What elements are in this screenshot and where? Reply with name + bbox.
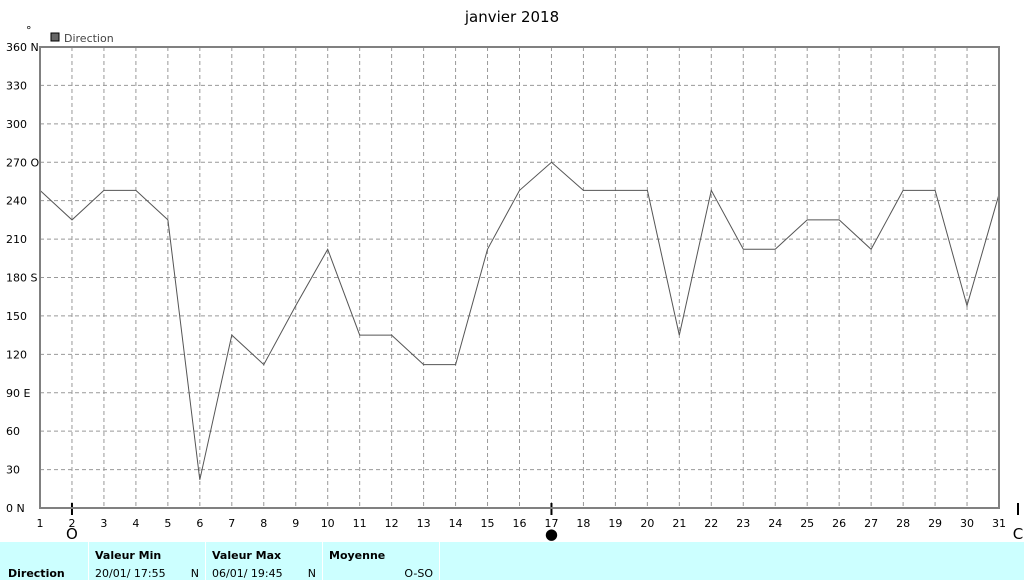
x-tick-label: 19: [608, 517, 622, 530]
x-tick-label: 21: [672, 517, 686, 530]
stats-max-unit: N: [307, 567, 316, 580]
x-tick-label: 10: [321, 517, 335, 530]
grid: [39, 46, 1000, 509]
legend: Direction: [50, 32, 114, 45]
y-tick-label: 150: [6, 310, 27, 323]
stats-separator: [322, 542, 323, 580]
x-tick-label: 27: [864, 517, 878, 530]
x-tick-label: 25: [800, 517, 814, 530]
x-tick-label: 20: [640, 517, 654, 530]
y-tick-label: 0 N: [6, 502, 25, 515]
stats-max-header: Valeur Max: [212, 549, 282, 562]
y-tick-label: 330: [6, 79, 27, 92]
x-tick-label: 22: [704, 517, 718, 530]
stats-avg-header: Moyenne: [329, 549, 386, 562]
y-tick-label: 300: [6, 118, 27, 131]
x-tick-label: 4: [132, 517, 139, 530]
y-tick-label: 360 N: [6, 41, 39, 54]
stats-row-label-cell: Direction: [0, 542, 88, 580]
stats-min-value: 20/01/ 17:55: [95, 567, 166, 580]
x-axis-ticks: 1 2 3 4 5 6 7 8 9 10 11 12 13 14 15 16 17 18 19 20 21 22 23 24 2…: [37, 517, 1007, 530]
stats-min-cell: Valeur Min 20/01/ 17:55 N: [89, 542, 205, 580]
x-tick-label: 24: [768, 517, 782, 530]
stats-avg-cell: Moyenne O-SO: [323, 542, 439, 580]
x-tick-label: 29: [928, 517, 942, 530]
stats-separator: [439, 542, 440, 580]
x-tick-label: 16: [513, 517, 527, 530]
x-tick-label: 18: [576, 517, 590, 530]
stats-separator: [205, 542, 206, 580]
x-tick-label: 7: [228, 517, 235, 530]
chart-title: janvier 2018: [464, 8, 559, 26]
direction-chart: janvier 2018 ° Direction 360 N330300270 …: [6, 8, 1023, 542]
moon-phase-symbol: C: [1013, 525, 1023, 542]
y-tick-label: 30: [6, 464, 20, 477]
x-tick-label: 6: [196, 517, 203, 530]
stats-min-header: Valeur Min: [95, 549, 162, 562]
moon-phase-symbol: ●: [545, 525, 558, 542]
y-tick-label: 270 O: [6, 156, 39, 169]
stats-max-value: 06/01/ 19:45: [212, 567, 283, 580]
y-tick-label: 120: [6, 348, 27, 361]
x-tick-label: 13: [417, 517, 431, 530]
x-tick-label: 3: [100, 517, 107, 530]
x-tick-label: 26: [832, 517, 846, 530]
x-tick-label: 1: [37, 517, 44, 530]
series-line-direction: [39, 161, 1000, 480]
stats-max-cell: Valeur Max 06/01/ 19:45 N: [206, 542, 322, 580]
x-tick-label: 2: [68, 517, 75, 530]
y-tick-label: 60: [6, 425, 20, 438]
y-tick-label: 210: [6, 233, 27, 246]
x-tick-label: 28: [896, 517, 910, 530]
stats-min-unit: N: [190, 567, 199, 580]
stats-avg-value: O-SO: [404, 567, 433, 580]
stats-separator: [88, 542, 89, 580]
stats-bar: Direction Valeur Min 20/01/ 17:55 N Vale…: [0, 542, 1024, 580]
x-tick-label: 30: [960, 517, 974, 530]
x-tick-label: 15: [481, 517, 495, 530]
x-tick-label: 9: [292, 517, 299, 530]
y-axis-ticks: 360 N 330 300 270 O 240 210 180 S 150 120 90 E 60 3…: [6, 41, 39, 515]
x-tick-label: 17: [544, 517, 558, 530]
x-tick-label: 11: [353, 517, 367, 530]
y-unit-label: °: [26, 24, 32, 37]
x-tick-label: 23: [736, 517, 750, 530]
legend-label: Direction: [64, 32, 114, 45]
x-tick-label: 14: [449, 517, 463, 530]
y-tick-label: 180 S: [6, 272, 37, 285]
x-tick-label: 8: [260, 517, 267, 530]
series-layer: [39, 161, 1000, 480]
legend-swatch: [50, 32, 60, 42]
y-tick-label: 90 E: [6, 387, 30, 400]
stats-row-label: Direction: [8, 567, 65, 580]
y-tick-label: 240: [6, 195, 27, 208]
plot-frame: [39, 46, 1000, 509]
moon-phase-symbol: O: [66, 525, 78, 542]
x-tick-label: 31: [992, 517, 1006, 530]
x-tick-label: 5: [164, 517, 171, 530]
x-tick-label: 12: [385, 517, 399, 530]
